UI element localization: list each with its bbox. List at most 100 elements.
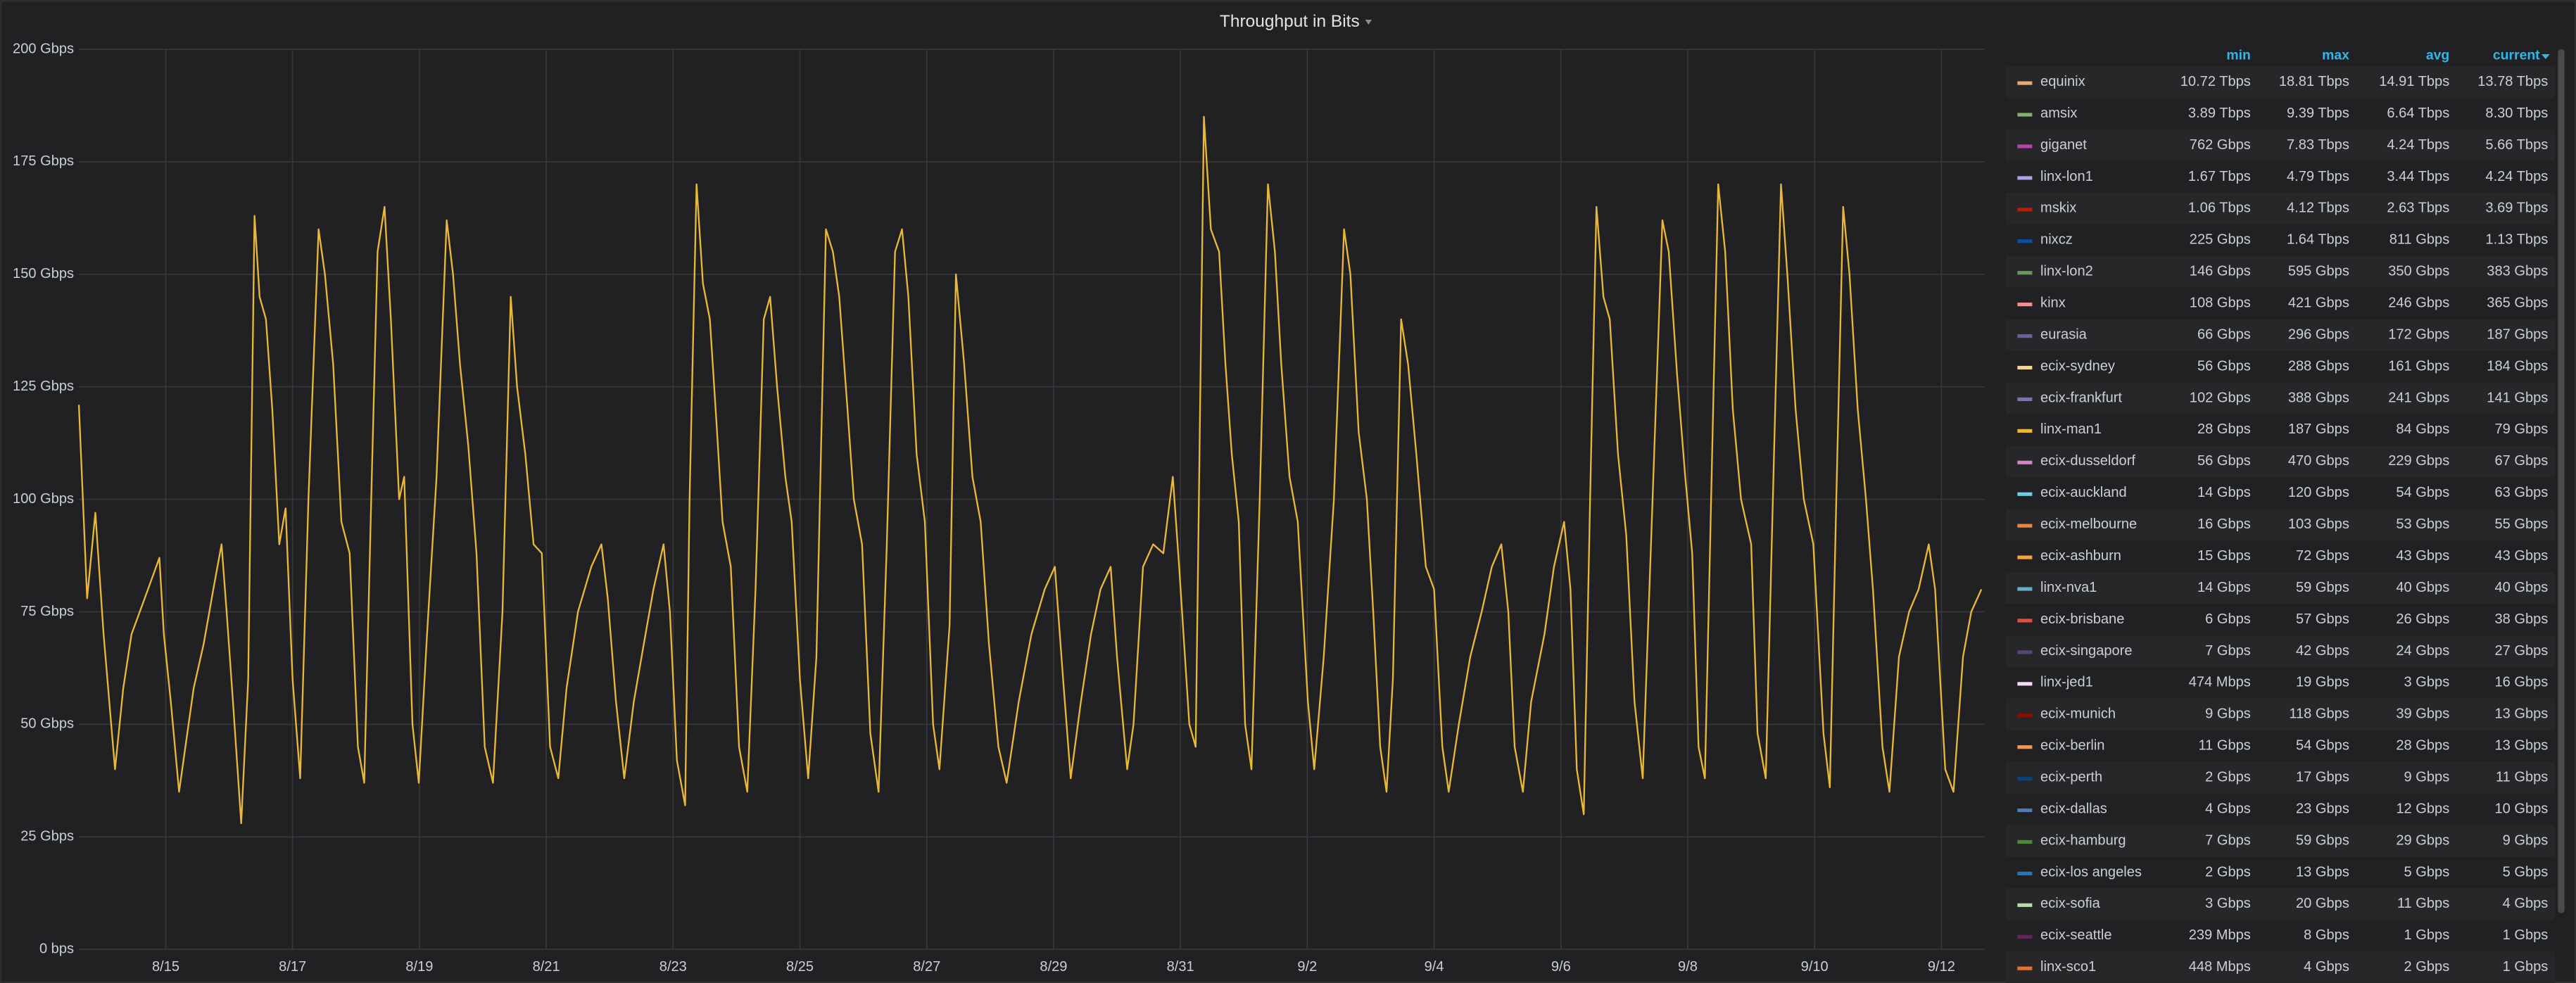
legend-stat: 102 Gbps bbox=[2190, 390, 2251, 405]
legend-series-name[interactable]: ecix-sydney bbox=[2040, 358, 2115, 374]
legend-row-background bbox=[2006, 382, 2555, 414]
legend-series-name[interactable]: ecix-sofia bbox=[2040, 896, 2101, 911]
legend-stat: 59 Gbps bbox=[2296, 832, 2349, 848]
x-tick-label: 8/29 bbox=[1040, 959, 1067, 975]
legend-swatch[interactable] bbox=[2017, 429, 2033, 433]
legend-stat: 18.81 Tbps bbox=[2279, 74, 2349, 89]
legend-swatch[interactable] bbox=[2017, 650, 2033, 654]
legend-swatch[interactable] bbox=[2017, 966, 2033, 970]
legend-series-name[interactable]: ecix-dallas bbox=[2040, 801, 2107, 816]
legend-stat: 13 Gbps bbox=[2494, 706, 2548, 722]
legend-series-name[interactable]: ecix-seattle bbox=[2040, 927, 2111, 943]
legend-swatch[interactable] bbox=[2017, 524, 2033, 528]
legend-swatch[interactable] bbox=[2017, 808, 2033, 813]
legend-series-name[interactable]: ecix-ashburn bbox=[2040, 548, 2121, 564]
legend-row-background bbox=[2006, 825, 2555, 857]
legend-series-name[interactable]: ecix-perth bbox=[2040, 770, 2102, 785]
x-tick-label: 8/25 bbox=[786, 959, 814, 975]
legend-stat: 172 Gbps bbox=[2388, 326, 2449, 342]
legend-stat: 38 Gbps bbox=[2494, 611, 2548, 627]
legend-stat: 29 Gbps bbox=[2396, 832, 2449, 848]
legend-series-name[interactable]: ecix-berlin bbox=[2040, 738, 2104, 754]
legend-stat: 40 Gbps bbox=[2396, 580, 2449, 595]
legend-stat: 9 Gbps bbox=[2503, 832, 2549, 848]
legend-series-name[interactable]: ecix-munich bbox=[2040, 706, 2116, 722]
legend-series-name[interactable]: nixcz bbox=[2040, 232, 2073, 248]
legend-swatch[interactable] bbox=[2017, 397, 2033, 402]
y-tick-label: 0 bps bbox=[39, 941, 74, 956]
legend-series-name[interactable]: giganet bbox=[2040, 137, 2087, 153]
legend-stat: 63 Gbps bbox=[2494, 485, 2548, 500]
legend-series-name[interactable]: linx-nva1 bbox=[2040, 580, 2097, 595]
legend-column-header[interactable]: avg bbox=[2426, 47, 2449, 63]
legend-series-name[interactable]: ecix-frankfurt bbox=[2040, 390, 2122, 405]
legend-column-header[interactable]: current bbox=[2493, 47, 2540, 63]
legend-swatch[interactable] bbox=[2017, 492, 2033, 496]
legend-series-name[interactable]: linx-lon2 bbox=[2040, 264, 2093, 279]
x-tick-label: 8/15 bbox=[152, 959, 179, 975]
legend-swatch[interactable] bbox=[2017, 303, 2033, 307]
legend-swatch[interactable] bbox=[2017, 555, 2033, 559]
legend-stat: 448 Mbps bbox=[2189, 959, 2251, 975]
x-tick-label: 8/17 bbox=[279, 959, 306, 975]
legend-swatch[interactable] bbox=[2017, 777, 2033, 781]
legend-swatch[interactable] bbox=[2017, 113, 2033, 117]
legend-swatch[interactable] bbox=[2017, 871, 2033, 875]
x-tick-label: 9/2 bbox=[1297, 959, 1317, 975]
legend-swatch[interactable] bbox=[2017, 81, 2033, 85]
legend-stat: 8.30 Tbps bbox=[2485, 106, 2548, 121]
y-tick-label: 150 Gbps bbox=[13, 266, 74, 281]
legend-series-name[interactable]: linx-sco1 bbox=[2040, 959, 2096, 975]
legend-column-header[interactable]: min bbox=[2226, 47, 2250, 63]
legend-series-name[interactable]: amsix bbox=[2040, 106, 2077, 121]
legend-stat: 56 Gbps bbox=[2197, 453, 2251, 469]
panel-title[interactable]: Throughput in Bits bbox=[1220, 12, 1360, 31]
legend-stat: 67 Gbps bbox=[2494, 453, 2548, 469]
legend-swatch[interactable] bbox=[2017, 745, 2033, 749]
legend-series-name[interactable]: linx-jed1 bbox=[2040, 675, 2093, 690]
legend-series-name[interactable]: eurasia bbox=[2040, 326, 2088, 342]
legend-swatch[interactable] bbox=[2017, 365, 2033, 370]
legend-swatch[interactable] bbox=[2017, 903, 2033, 907]
legend-series-name[interactable]: ecix-melbourne bbox=[2040, 516, 2137, 532]
legend-stat: 16 Gbps bbox=[2494, 675, 2548, 690]
legend-series-name[interactable]: linx-man1 bbox=[2040, 421, 2102, 437]
legend-stat: 14 Gbps bbox=[2197, 580, 2251, 595]
legend-series-name[interactable]: ecix-dusseldorf bbox=[2040, 453, 2135, 469]
legend-swatch[interactable] bbox=[2017, 587, 2033, 591]
legend-swatch[interactable] bbox=[2017, 460, 2033, 464]
legend-series-name[interactable]: ecix-brisbane bbox=[2040, 611, 2124, 627]
legend-series-name[interactable]: ecix-los angeles bbox=[2040, 864, 2142, 880]
legend-column-header[interactable]: max bbox=[2322, 47, 2349, 63]
y-tick-label: 200 Gbps bbox=[13, 41, 74, 56]
legend-row-background bbox=[2006, 761, 2555, 794]
legend-stat: 39 Gbps bbox=[2396, 706, 2449, 722]
legend-swatch[interactable] bbox=[2017, 144, 2033, 148]
legend-series-name[interactable]: mskix bbox=[2040, 201, 2076, 216]
x-tick-label: 9/8 bbox=[1678, 959, 1698, 975]
legend-series-name[interactable]: kinx bbox=[2040, 296, 2066, 311]
legend-stat: 16 Gbps bbox=[2197, 516, 2251, 532]
legend-series-name[interactable]: ecix-auckland bbox=[2040, 485, 2127, 500]
legend-stat: 4 Gbps bbox=[2503, 896, 2549, 911]
legend-swatch[interactable] bbox=[2017, 176, 2033, 180]
y-tick-label: 25 Gbps bbox=[20, 829, 74, 844]
legend-series-name[interactable]: ecix-hamburg bbox=[2040, 832, 2126, 848]
legend-swatch[interactable] bbox=[2017, 334, 2033, 338]
legend-swatch[interactable] bbox=[2017, 714, 2033, 718]
legend-series-name[interactable]: equinix bbox=[2040, 74, 2085, 89]
legend-stat: 11 Gbps bbox=[2496, 770, 2548, 785]
legend-scrollbar[interactable] bbox=[2558, 49, 2565, 913]
legend-stat: 6 Gbps bbox=[2205, 611, 2251, 627]
legend-swatch[interactable] bbox=[2017, 619, 2033, 623]
legend-swatch[interactable] bbox=[2017, 934, 2033, 939]
legend-series-name[interactable]: linx-lon1 bbox=[2040, 169, 2093, 184]
legend-swatch[interactable] bbox=[2017, 208, 2033, 212]
legend-swatch[interactable] bbox=[2017, 271, 2033, 275]
legend-series-name[interactable]: ecix-singapore bbox=[2040, 643, 2132, 659]
legend-row-background bbox=[2006, 951, 2555, 983]
legend-swatch[interactable] bbox=[2017, 682, 2033, 686]
legend-swatch[interactable] bbox=[2017, 239, 2033, 243]
legend-swatch[interactable] bbox=[2017, 839, 2033, 844]
